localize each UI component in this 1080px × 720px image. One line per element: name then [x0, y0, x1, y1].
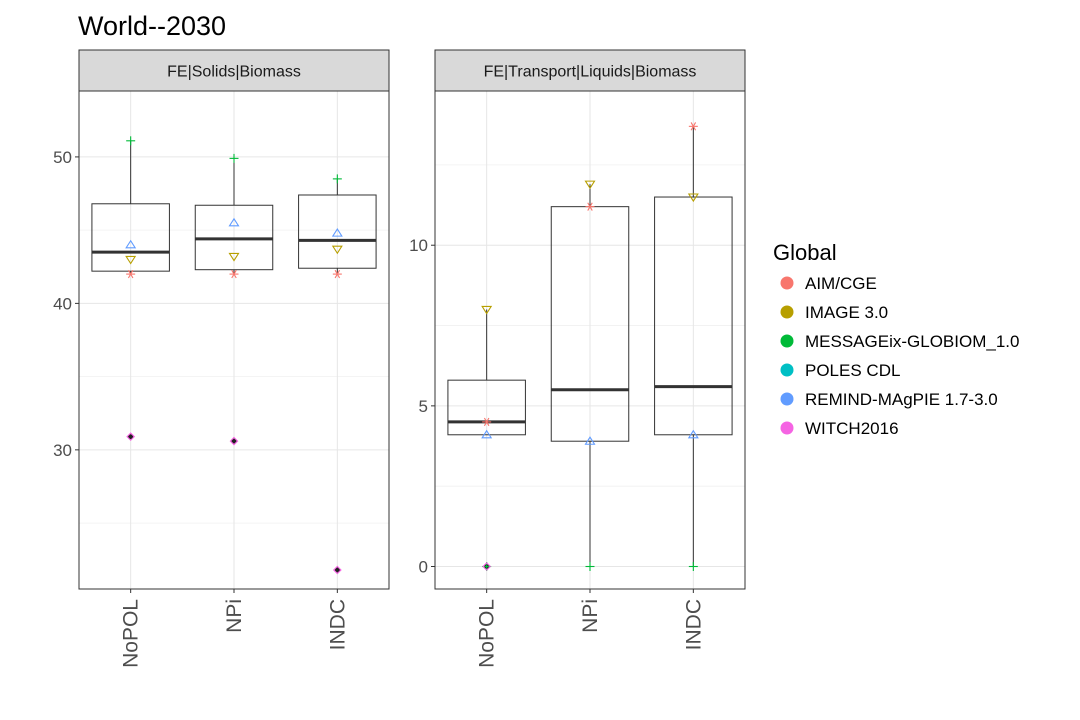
point-messageix-globiom-1-0: [688, 562, 698, 572]
point-witch2016: [482, 562, 492, 571]
legend-entry-image-3-0: IMAGE 3.0: [780, 303, 888, 322]
legend: Global AIM/CGE IMAGE 3.0 MESSAGEix-GLOBIOM_…: [773, 240, 1019, 438]
y-tick-label: 30: [53, 441, 72, 460]
panel-1: FE|Solids|Biomass 30 40 50 NoPOL NPi INDC: [53, 49, 390, 668]
chart-title: World--2030: [78, 11, 226, 41]
outlier-point: [334, 567, 340, 573]
legend-label: REMIND-MAgPIE 1.7-3.0: [805, 390, 998, 409]
box-body: [91, 203, 170, 272]
legend-entry-aim-cge: AIM/CGE: [780, 274, 877, 293]
panel-strip: [434, 49, 746, 92]
box-indc: [654, 126, 733, 567]
point-remind-magpie-1-7-3-0: [584, 436, 596, 445]
point-messageix-globiom-1-0: [229, 153, 239, 163]
x-tick-label: NPi: [223, 599, 246, 633]
point-image-3-0: [125, 255, 137, 265]
legend-key: [780, 421, 794, 435]
legend-title: Global: [773, 240, 837, 265]
legend-key: [780, 276, 794, 290]
legend-key: [780, 334, 794, 348]
point-aim-cge: [585, 202, 595, 211]
y-tick-label: 10: [409, 236, 428, 255]
point-witch2016: [229, 436, 239, 446]
legend-key: [780, 363, 794, 377]
point-witch2016: [126, 432, 136, 442]
point-image-3-0: [228, 252, 240, 262]
x-tick-label: INDC: [326, 599, 349, 650]
point-aim-cge: [688, 122, 698, 131]
x-tick-label: NoPOL: [476, 599, 499, 668]
point-image-3-0: [331, 245, 343, 255]
legend-label: AIM/CGE: [805, 274, 877, 293]
box-body: [447, 379, 526, 436]
y-tick-label: 0: [419, 558, 428, 577]
point-messageix-globiom-1-0: [585, 562, 595, 572]
box-npi: [194, 158, 274, 275]
legend-label: MESSAGEix-GLOBIOM_1.0: [805, 332, 1019, 351]
legend-key: [780, 305, 794, 319]
x-tick-label: INDC: [682, 599, 705, 650]
legend-label: IMAGE 3.0: [805, 303, 888, 322]
panel-strip: [78, 49, 390, 92]
outlier-point: [128, 434, 134, 440]
point-aim-cge: [229, 269, 239, 279]
box-body: [654, 196, 733, 436]
point-aim-cge: [126, 269, 136, 279]
point-aim-cge: [332, 269, 342, 279]
y-tick-label: 5: [419, 397, 428, 416]
outlier-point: [231, 438, 237, 444]
box-nopol: [91, 140, 170, 275]
point-remind-magpie-1-7-3-0: [228, 217, 240, 227]
panel-strip-label: FE|Transport|Liquids|Biomass: [484, 64, 697, 81]
legend-label: POLES CDL: [805, 361, 900, 380]
point-aim-cge: [482, 417, 492, 427]
panel-2: FE|Transport|Liquids|Biomass 0 5 10 NoPOL NPi…: [409, 49, 746, 668]
point-image-3-0: [687, 193, 699, 203]
legend-key: [780, 392, 794, 406]
panel-strip-label: FE|Solids|Biomass: [167, 64, 301, 81]
point-remind-magpie-1-7-3-0: [687, 429, 699, 439]
x-tick-label: NPi: [579, 599, 602, 633]
x-tick-label: NoPOL: [120, 599, 143, 668]
legend-entry-witch2016: WITCH2016: [780, 419, 899, 438]
point-messageix-globiom-1-0: [332, 174, 342, 184]
legend-label: WITCH2016: [805, 419, 899, 438]
point-messageix-globiom-1-0: [126, 136, 136, 146]
point-remind-magpie-1-7-3-0: [331, 228, 343, 237]
legend-entry-messageix-globiom-1-0: MESSAGEix-GLOBIOM_1.0: [780, 332, 1019, 351]
legend-entry-poles-cdl: POLES CDL: [780, 361, 900, 380]
point-image-3-0: [584, 180, 596, 190]
y-tick-label: 50: [53, 148, 72, 167]
legend-entry-remind-magpie-1-7-3-0: REMIND-MAgPIE 1.7-3.0: [780, 390, 998, 409]
point-witch2016: [332, 565, 342, 575]
point-image-3-0: [481, 305, 493, 315]
point-remind-magpie-1-7-3-0: [481, 429, 493, 439]
box-body: [298, 194, 377, 269]
point-remind-magpie-1-7-3-0: [125, 239, 137, 249]
y-tick-label: 40: [53, 294, 72, 313]
